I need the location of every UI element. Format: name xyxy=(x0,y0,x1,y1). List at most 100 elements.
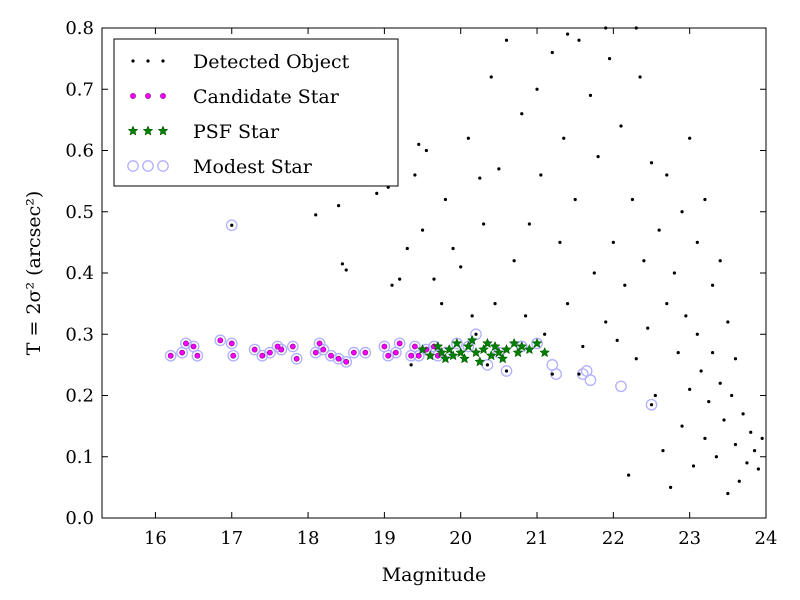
legend: Detected Object Candidate Star PSF Star Mod… xyxy=(113,38,399,187)
modest-star-point xyxy=(256,349,269,362)
modest-star-point xyxy=(615,380,627,393)
modest-star-point xyxy=(180,337,192,350)
modest-star-point xyxy=(645,398,658,411)
candidate-star-point xyxy=(259,352,266,359)
x-tick-label: 23 xyxy=(678,528,701,549)
candidate-star-point xyxy=(412,343,418,350)
candidate-star-point xyxy=(362,349,369,356)
axes: 16 17 18 19 20 21 22 23 24 0.0 0.1 0.2 0.3 0.4 0.5 0.6 0… xyxy=(65,18,777,549)
plot-area xyxy=(164,26,764,496)
detected-object-point xyxy=(665,173,669,177)
detected-object-point xyxy=(543,332,547,336)
detected-object-point xyxy=(756,467,760,471)
legend-marker-modest-star xyxy=(127,160,139,172)
candidate-star-point xyxy=(316,340,323,347)
candidate-star-point xyxy=(385,352,392,359)
psf-star-point xyxy=(497,353,509,364)
candidate-star-point xyxy=(381,343,388,350)
psf-star-point xyxy=(482,337,493,349)
candidate-star-point xyxy=(274,343,281,350)
detected-object-point xyxy=(688,387,692,391)
x-tick-label: 20 xyxy=(449,528,472,549)
candidate-star-point xyxy=(190,343,197,350)
legend-marker-detected-object xyxy=(146,59,150,63)
y-tick-label: 0.7 xyxy=(65,79,94,100)
legend-marker-candidate-star xyxy=(130,93,136,99)
modest-star-point xyxy=(313,337,326,350)
candidate-star-point xyxy=(251,346,258,353)
detected-object-point xyxy=(562,136,566,140)
detected-object-point xyxy=(649,161,654,165)
detected-object-point xyxy=(535,87,539,91)
modest-star-point xyxy=(286,340,299,353)
detected-object-point xyxy=(558,240,562,244)
psf-star-point xyxy=(451,337,463,349)
detected-object-point xyxy=(665,302,669,306)
psf-star-point xyxy=(432,340,444,352)
psf-star-point xyxy=(493,346,505,358)
legend-marker-psf-star xyxy=(127,125,139,136)
detected-object-point xyxy=(634,357,638,361)
candidate-star-point xyxy=(392,349,399,356)
detected-object-point xyxy=(695,332,699,336)
detected-object-point xyxy=(565,302,570,306)
detected-object-point xyxy=(752,449,757,453)
candidate-star-point xyxy=(415,352,422,359)
detected-object-point xyxy=(451,246,455,251)
psf-star-point xyxy=(539,346,551,358)
candidate-star-point xyxy=(343,358,350,365)
psf-star-point xyxy=(478,343,489,355)
detected-object-point xyxy=(493,302,497,306)
modest-star-point xyxy=(191,349,204,362)
psf-star-point xyxy=(508,337,520,349)
y-tick-label: 0.5 xyxy=(65,202,94,223)
detected-object-point xyxy=(703,197,707,202)
detected-object-point xyxy=(668,485,673,489)
candidate-star-point xyxy=(396,340,403,347)
candidate-star-point xyxy=(328,352,334,359)
detected-object-point xyxy=(596,155,600,159)
detected-object-point xyxy=(417,142,421,146)
detected-object-point xyxy=(607,57,612,61)
legend-marker-modest-star xyxy=(157,160,169,172)
detected-object-point xyxy=(695,240,699,244)
x-tick-label: 19 xyxy=(373,528,396,549)
psf-star-point xyxy=(424,350,436,361)
detected-object-point xyxy=(661,449,665,453)
modest-star-point xyxy=(164,349,177,362)
detected-object-point xyxy=(726,320,730,324)
modest-star-point xyxy=(393,337,406,350)
psf-star-point xyxy=(516,340,528,352)
detected-object-point xyxy=(623,283,627,287)
x-tick-label: 18 xyxy=(297,528,320,549)
legend-label-candidate-star: Candidate Star xyxy=(193,86,340,108)
detected-object-point xyxy=(672,271,677,275)
modest-star-point xyxy=(248,343,261,356)
detected-object-point xyxy=(718,381,722,385)
psf-star-point xyxy=(512,346,524,358)
detected-object-point xyxy=(466,136,470,140)
detected-object-point xyxy=(710,283,715,287)
modest-star-point xyxy=(332,352,345,365)
psf-star-point xyxy=(455,346,467,358)
y-tick-label: 0.8 xyxy=(65,18,94,39)
psf-star-point xyxy=(489,340,501,352)
psf-star-point xyxy=(485,350,497,361)
detected-object-point xyxy=(340,262,345,266)
psf-star-point xyxy=(443,343,455,355)
modest-star-point xyxy=(348,346,360,359)
modest-star-point xyxy=(382,349,395,362)
detected-object-point xyxy=(733,442,738,447)
legend-marker-psf-star xyxy=(157,125,169,136)
detected-object-point xyxy=(749,430,753,434)
modest-star-point xyxy=(500,365,513,377)
legend-marker-candidate-star xyxy=(160,93,166,99)
detected-object-point xyxy=(443,197,448,202)
legend-label-detected-object: Detected Object xyxy=(193,51,350,73)
candidate-star-point xyxy=(289,343,296,350)
detected-object-point xyxy=(482,222,486,226)
detected-object-point xyxy=(703,436,707,440)
detected-object-point xyxy=(523,314,528,318)
psf-star-point xyxy=(462,340,474,352)
x-tick-label: 22 xyxy=(602,528,625,549)
